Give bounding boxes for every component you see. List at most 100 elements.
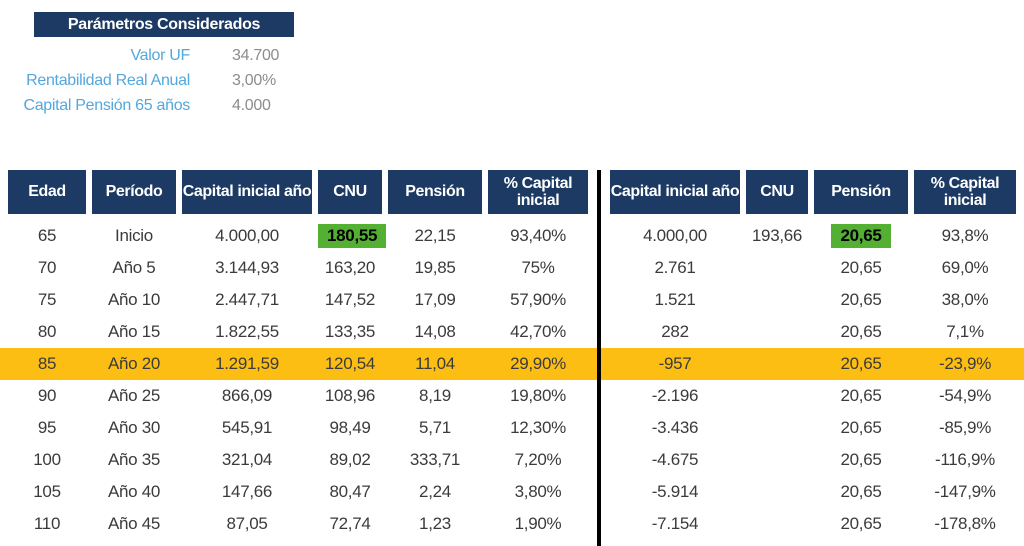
header-edad: Edad [8,170,86,214]
cell-pct-capital: 1,90% [514,514,562,533]
cell-pension: 1,23 [419,514,451,533]
cell-pct-capital: -85,9% [938,418,992,437]
table-row: 80 Año 15 1.822,55 133,35 14,08 42,70% 282 20,6… [0,316,1024,348]
cell-periodo: Año 25 [107,386,161,405]
header-capital-inicial-right: Capital inicial año [610,170,740,214]
cell-edad: 65 [37,226,57,245]
cell-cnu: 163,20 [324,258,376,277]
cell-pension: 20,65 [840,322,882,341]
cell-capital-inicial: -3.436 [651,418,699,437]
cell-capital-inicial: 3.144,93 [215,258,279,277]
cell-pension: 20,65 [840,482,882,501]
header-cnu-right: CNU [746,170,808,214]
table-row: 110 Año 45 87,05 72,74 1,23 1,90% -7.154 20,65 -… [0,508,1024,540]
table-row: 85 Año 20 1.291,59 120,54 11,04 29,90% -957 20,… [0,348,1024,380]
header-pension-left: Pensión [388,170,482,214]
cell-periodo: Año 20 [107,354,161,373]
cell-pension: 14,08 [414,322,456,341]
cell-edad: 105 [33,482,61,501]
cell-periodo: Año 30 [107,418,161,437]
param-row-valor-uf: Valor UF 34.700 [0,43,330,68]
cell-capital-inicial: 545,91 [221,418,273,437]
table-rows: 65 Inicio 4.000,00 180,55 22,15 93,40% 4.000,0… [0,220,1024,540]
pension-table: Edad Período Capital inicial año CNU Pen… [0,170,1024,546]
table-header-row: Edad Período Capital inicial año CNU Pen… [0,170,1024,214]
cell-cnu: 120,54 [324,354,376,373]
param-label: Capital Pensión 65 años [23,96,190,114]
cell-edad: 100 [33,450,61,469]
cell-pct-capital: -54,9% [938,386,992,405]
param-label: Rentabilidad Real Anual [26,71,190,89]
param-value: 4.000 [232,96,271,114]
cell-pension: 20,65 [840,258,882,277]
cell-capital-inicial: 2.447,71 [215,290,279,309]
cell-cnu: 147,52 [324,290,376,309]
cell-periodo: Año 45 [107,514,161,533]
cell-pension: 20,65 [840,418,882,437]
cell-edad: 80 [37,322,57,341]
header-pct-capital-left: % Capital inicial [488,170,588,214]
cell-cnu: 72,74 [329,514,371,533]
cell-pension: 22,15 [414,226,456,245]
cell-pct-capital: 57,90% [510,290,566,309]
cell-pension: 8,19 [419,386,451,405]
cell-periodo: Año 5 [112,258,156,277]
header-cnu-left: CNU [318,170,382,214]
cell-pension: 333,71 [409,450,461,469]
table-row: 90 Año 25 866,09 108,96 8,19 19,80% -2.196 20,6… [0,380,1024,412]
cell-pct-capital: 42,70% [510,322,566,341]
cell-capital-inicial: 1.521 [654,290,696,309]
cell-capital-inicial: -5.914 [651,482,699,501]
cell-cnu: 193,66 [751,226,803,245]
table-row: 65 Inicio 4.000,00 180,55 22,15 93,40% 4.000,0… [0,220,1024,252]
table-row: 95 Año 30 545,91 98,49 5,71 12,30% -3.436 20,65… [0,412,1024,444]
header-capital-inicial-left: Capital inicial año [182,170,312,214]
cell-pct-capital: 75% [521,258,555,277]
param-value: 3,00% [232,71,276,89]
cell-pension: 17,09 [414,290,456,309]
cell-periodo: Año 15 [107,322,161,341]
table-row: 100 Año 35 321,04 89,02 333,71 7,20% -4.675 20,… [0,444,1024,476]
cell-pension: 20,65 [840,514,882,533]
cell-pct-capital: -147,9% [934,482,996,501]
cell-pct-capital: 93,40% [510,226,566,245]
param-value: 34.700 [232,46,280,64]
cell-pension: 20,65 [840,290,882,309]
cell-edad: 75 [37,290,57,309]
cell-pension: 11,04 [415,354,455,373]
cell-pct-capital: 19,80% [510,386,566,405]
cell-pct-capital: -178,8% [934,514,996,533]
cell-cnu: 133,35 [324,322,376,341]
cell-pct-capital: 38,0% [941,290,989,309]
cell-pension: 20,65 [840,450,882,469]
header-pct-capital-right: % Capital inicial [914,170,1016,214]
cell-capital-inicial: 321,04 [221,450,273,469]
cell-pension: 2,24 [419,482,451,501]
cell-cnu: 89,02 [329,450,371,469]
cell-edad: 90 [37,386,57,405]
cell-edad: 85 [37,354,57,373]
cell-pension: 20,65 [814,224,908,248]
parameters-panel: Parámetros Considerados Valor UF 34.700 … [0,12,330,118]
cell-capital-inicial: 2.761 [654,258,696,277]
cell-capital-inicial: 866,09 [221,386,273,405]
header-periodo: Período [92,170,176,214]
cell-periodo: Inicio [115,226,153,245]
highlighted-value: 20,65 [831,224,891,248]
cell-pct-capital: 7,1% [946,322,984,341]
cell-pct-capital: 12,30% [510,418,566,437]
cell-pct-capital: 3,80% [514,482,562,501]
cell-cnu: 80,47 [329,482,371,501]
param-label: Valor UF [130,46,190,64]
cell-pension: 19,85 [414,258,456,277]
cell-capital-inicial: -4.675 [651,450,699,469]
cell-capital-inicial: 4.000,00 [215,226,279,245]
cell-capital-inicial: -7.154 [651,514,699,533]
highlighted-value: 180,55 [318,224,387,248]
cell-capital-inicial: -957 [658,354,692,373]
header-pension-right: Pensión [814,170,908,214]
section-divider-line [597,170,601,546]
cell-capital-inicial: 1.822,55 [215,322,279,341]
cell-capital-inicial: 147,66 [221,482,273,501]
cell-capital-inicial: 282 [661,322,689,341]
